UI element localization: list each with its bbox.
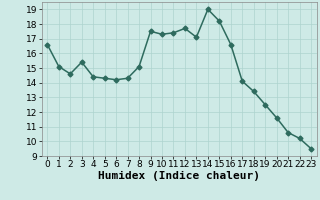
X-axis label: Humidex (Indice chaleur): Humidex (Indice chaleur) <box>98 171 260 181</box>
